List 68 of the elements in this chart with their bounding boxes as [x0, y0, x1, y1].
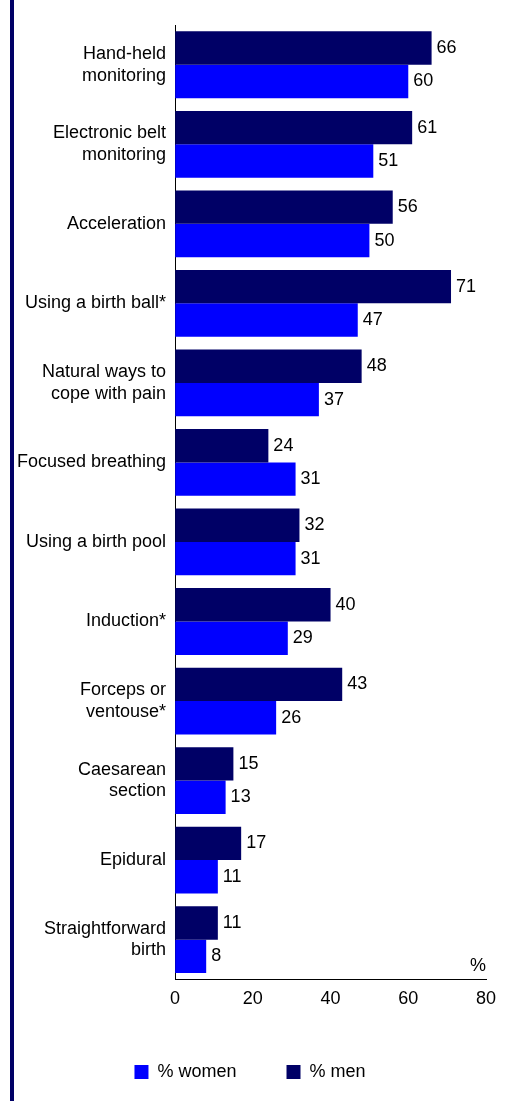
data-label: 11	[222, 911, 242, 932]
data-label: 15	[238, 752, 259, 773]
y-tick-label: Straightforward birth	[44, 917, 167, 960]
bar	[175, 826, 242, 861]
x-tick-label: 60	[398, 988, 419, 1009]
bar	[175, 860, 218, 894]
y-tick-label: Epidural	[100, 849, 167, 870]
data-label: 29	[292, 627, 313, 648]
data-label: 26	[281, 706, 302, 727]
data-label: 50	[374, 229, 395, 250]
bar	[175, 303, 358, 337]
data-label: 61	[417, 116, 438, 137]
data-label: 11	[222, 865, 242, 886]
data-label: 51	[378, 149, 399, 170]
y-tick-label: Forceps or ventouse*	[80, 679, 167, 721]
y-tick-label: Using a birth pool	[26, 530, 167, 551]
bar	[175, 429, 269, 463]
legend-label: % men	[309, 1060, 366, 1081]
y-tick-label: Induction*	[86, 610, 167, 631]
bar	[175, 780, 226, 814]
data-label: 8	[211, 945, 222, 966]
bar	[175, 747, 234, 781]
x-tick-label: 0	[170, 988, 181, 1009]
y-tick-label: Natural ways to cope with pain	[42, 361, 167, 403]
data-label: 31	[300, 547, 321, 568]
x-axis-title: %	[469, 955, 486, 976]
bar	[175, 701, 277, 735]
bar	[175, 906, 218, 940]
data-label: 43	[347, 673, 368, 694]
bar	[175, 144, 374, 178]
bar	[175, 508, 300, 542]
data-label: 47	[362, 309, 383, 330]
bar	[175, 667, 343, 702]
bar	[175, 541, 296, 576]
bar	[175, 110, 413, 145]
data-label: 56	[397, 196, 418, 217]
data-label: 71	[456, 275, 477, 296]
bar	[175, 190, 393, 224]
data-label: 13	[230, 786, 251, 807]
y-tick-label: Using a birth ball*	[25, 292, 167, 313]
bar	[175, 462, 296, 496]
y-tick-label: Focused breathing	[16, 451, 167, 472]
data-label: 48	[366, 355, 387, 376]
bar	[175, 382, 319, 417]
bar	[175, 64, 409, 99]
y-tick-label: Caesarean section	[78, 758, 167, 801]
data-label: 60	[413, 70, 434, 91]
legend-label: % women	[157, 1060, 237, 1081]
bar	[175, 939, 207, 974]
bar	[175, 269, 452, 304]
bar	[175, 349, 362, 383]
data-label: 17	[246, 832, 267, 853]
data-label: 40	[335, 593, 356, 614]
bar	[175, 588, 331, 622]
y-tick-label: Electronic belt monitoring	[53, 122, 167, 165]
data-label: 66	[436, 37, 457, 58]
y-tick-label: Acceleration	[67, 212, 167, 233]
data-label: 31	[300, 468, 321, 489]
data-label: 24	[273, 434, 294, 455]
y-tick-label: Hand-held monitoring	[82, 42, 167, 85]
x-tick-label: 40	[320, 988, 341, 1009]
bar	[175, 31, 432, 65]
bar	[175, 621, 288, 655]
x-tick-label: 80	[475, 988, 497, 1009]
data-label: 37	[323, 388, 344, 409]
data-label: 32	[304, 514, 325, 535]
x-tick-label: 20	[242, 988, 263, 1009]
bar	[175, 223, 370, 258]
